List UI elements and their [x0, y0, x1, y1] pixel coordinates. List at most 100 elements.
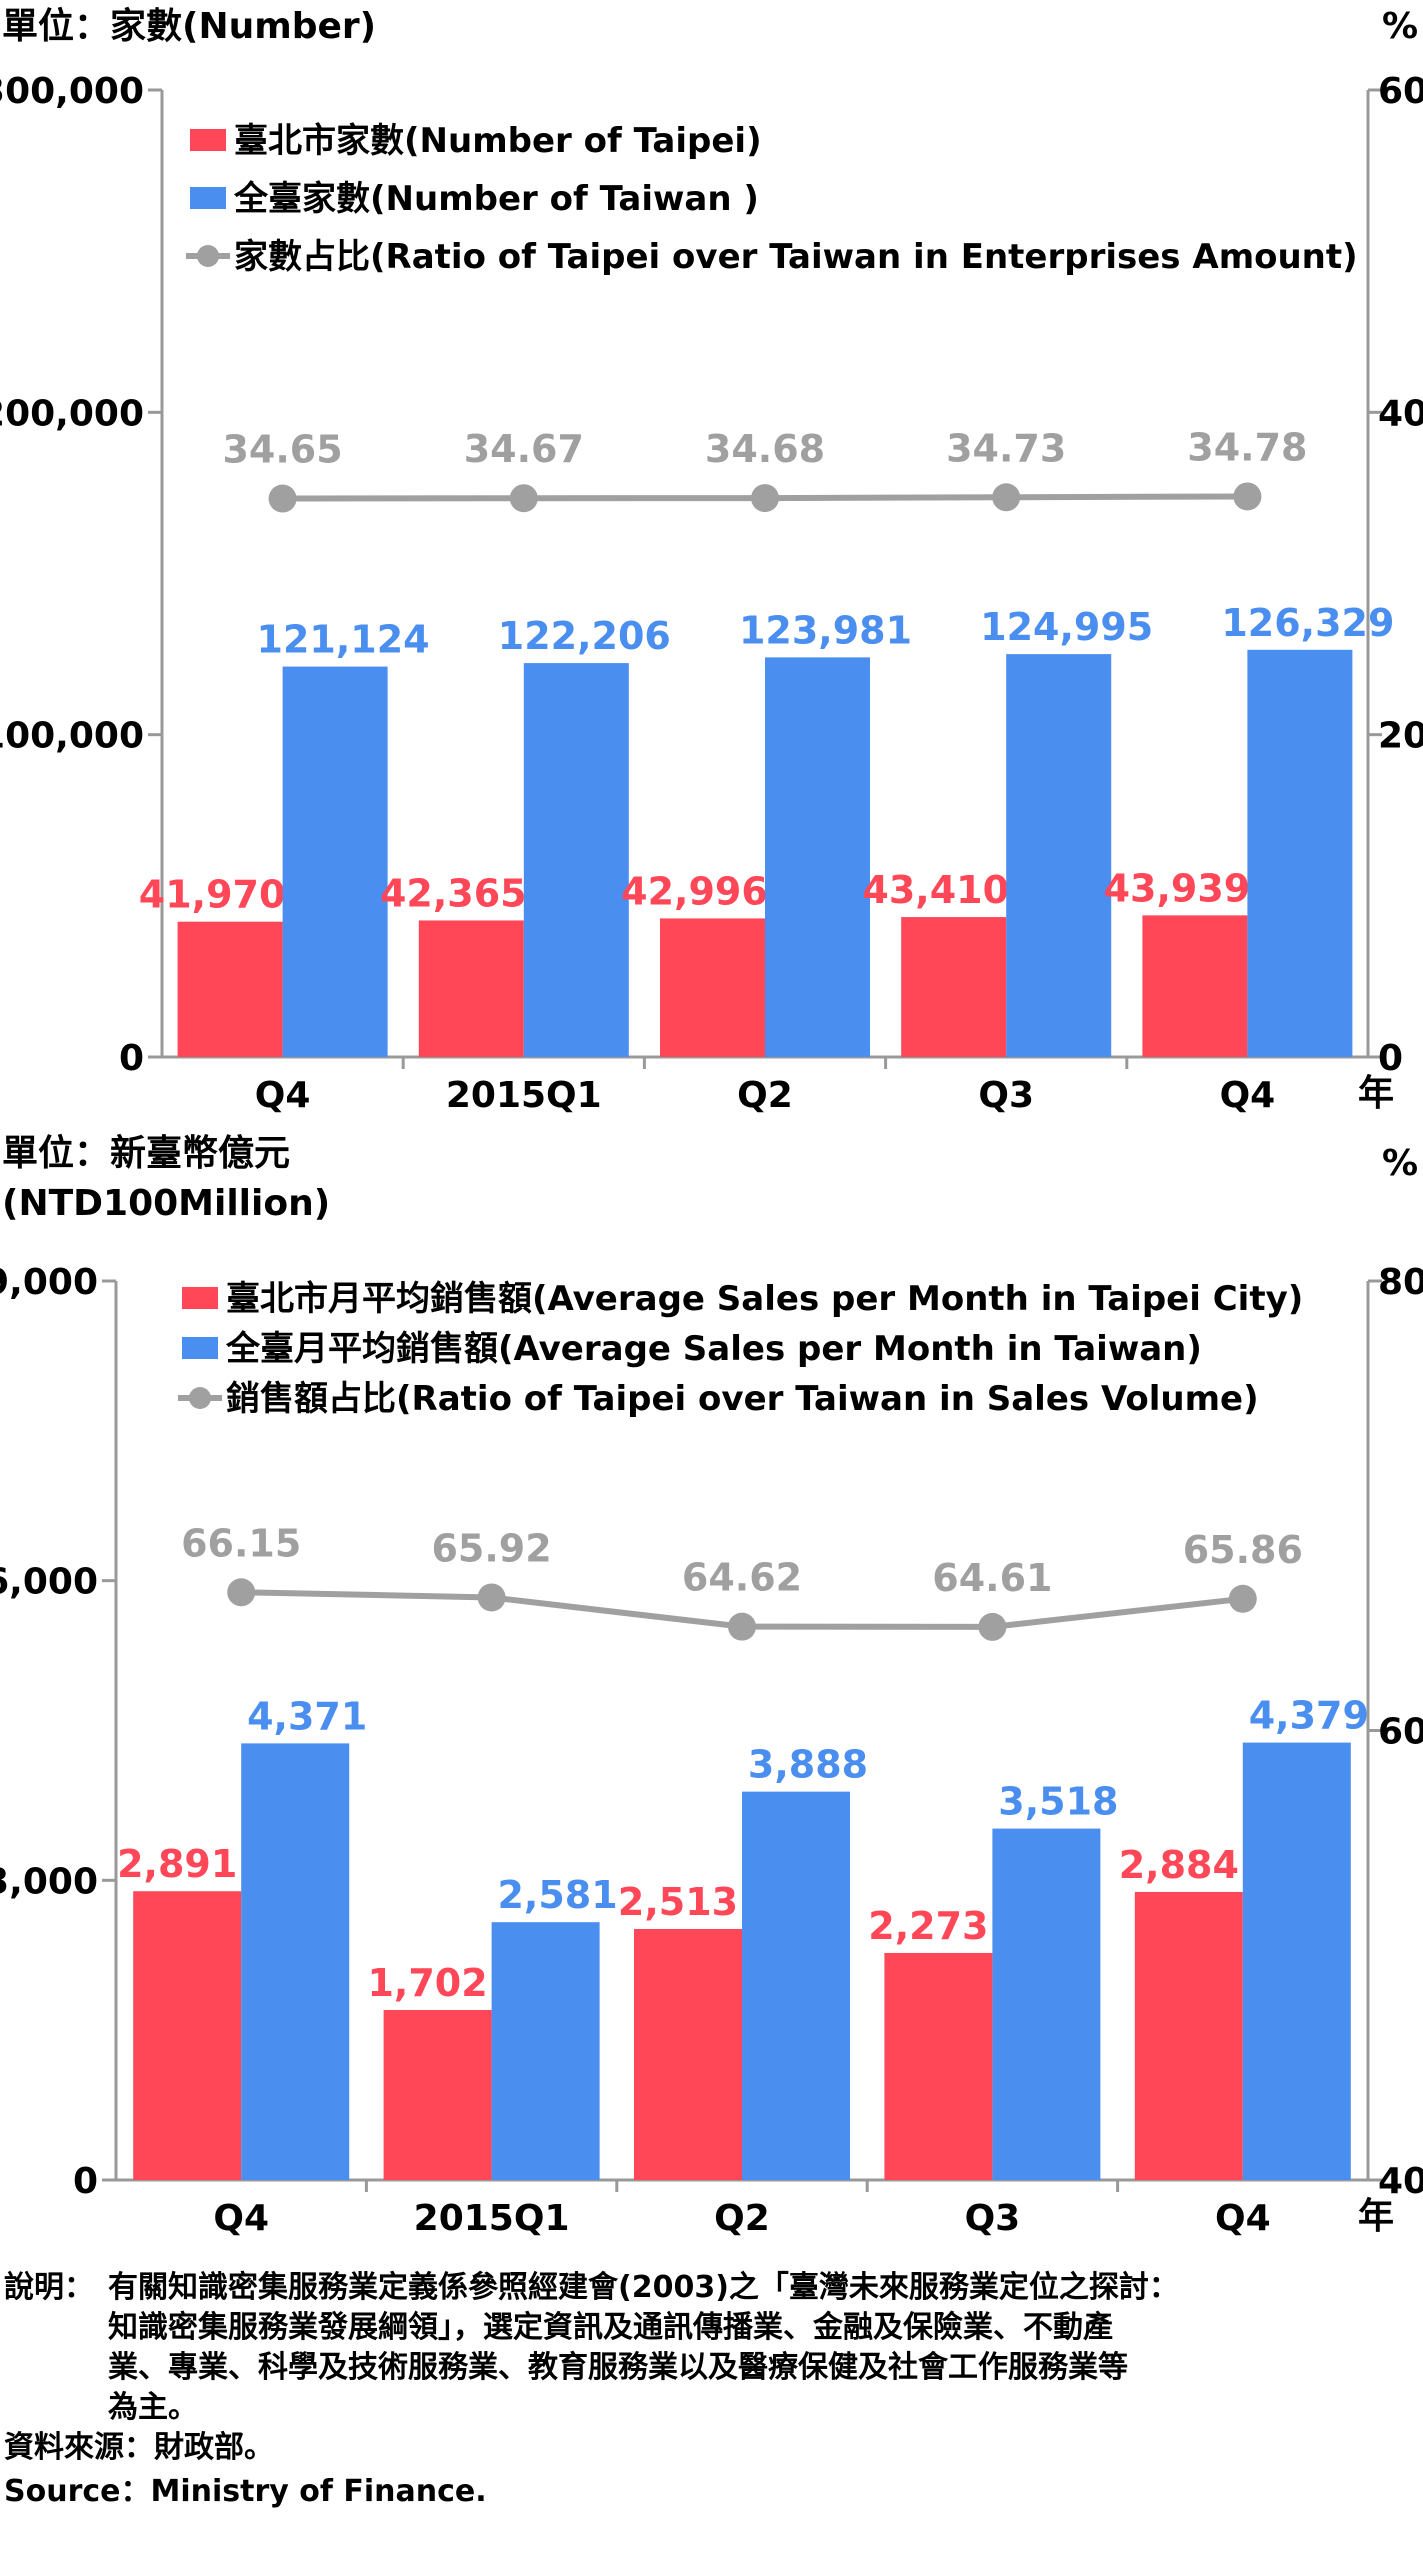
x-category-label: Q4: [1215, 2198, 1271, 2239]
ratio-point: [992, 483, 1021, 512]
left-axis-unit: 單位：新臺幣億元: [2, 1133, 290, 1174]
ratio-label: 64.61: [932, 1556, 1052, 1600]
notes-line-4: 為主。: [108, 2390, 198, 2425]
ratio-point: [1228, 1584, 1257, 1613]
legend-swatch-taipei: [190, 129, 226, 151]
x-axis-unit: 年: [1358, 1073, 1394, 1114]
left-tick-label: 0: [73, 2161, 98, 2202]
source-en: Source：Ministry of Finance.: [4, 2474, 487, 2509]
data-label-taipei: 42,365: [380, 871, 527, 915]
data-label-taipei: 2,513: [618, 1880, 738, 1924]
data-label-taipei: 43,410: [862, 868, 1009, 912]
x-category-label: Q4: [255, 1075, 311, 1116]
data-label-taipei: 2,891: [117, 1842, 237, 1886]
right-axis-unit: %: [1382, 1143, 1418, 1184]
right-tick-label: 0: [1378, 1038, 1403, 1079]
left-tick-label: 6,000: [0, 1562, 98, 1603]
ratio-label: 34.73: [946, 426, 1066, 470]
legend-swatch-taiwan: [190, 187, 226, 209]
notes-heading: 說明：: [4, 2270, 94, 2305]
source-zh: 資料來源：財政部。: [4, 2430, 274, 2465]
data-label-taiwan: 3,888: [748, 1743, 868, 1787]
legend-entry: 全臺家數(Number of Taiwan ): [233, 179, 759, 219]
ratio-label: 34.67: [464, 427, 584, 471]
legend-swatch-ratio-dot: [189, 1387, 211, 1409]
right-tick-label: 20: [1378, 716, 1423, 757]
x-axis-unit: 年: [1358, 2196, 1394, 2237]
data-label-taiwan: 122,206: [498, 614, 671, 658]
chart-enterprises: 單位：家數(Number)% 0 100,000 200,000 300,000 0 20 4…: [0, 6, 1423, 1116]
ratio-label: 65.92: [431, 1526, 551, 1570]
x-category-label: 2015Q1: [414, 2198, 570, 2239]
x-category-label: Q2: [737, 1075, 793, 1116]
bar-taiwan: [523, 663, 629, 1057]
x-category-label: Q3: [978, 1075, 1034, 1116]
bar-taiwan: [282, 666, 388, 1057]
right-tick-label: 40: [1378, 2161, 1423, 2202]
data-label-taiwan: 126,329: [1221, 601, 1394, 645]
bar-taipei: [1134, 1891, 1243, 2180]
right-axis-unit: %: [1382, 6, 1418, 47]
left-tick-label: 100,000: [0, 716, 144, 757]
ratio-point: [751, 484, 779, 513]
data-label-taiwan: 124,995: [980, 605, 1153, 649]
ratio-point: [268, 484, 297, 513]
right-tick-label: 60: [1378, 1712, 1423, 1753]
data-label-taiwan: 2,581: [497, 1873, 617, 1917]
ratio-point: [477, 1583, 506, 1612]
left-axis-unit: 單位：家數(Number): [2, 6, 376, 47]
chart-sales: 單位：新臺幣億元 (NTD100Million)% 0 3,000 6,000 9,000…: [0, 1133, 1423, 2239]
left-tick-label: 200,000: [0, 393, 144, 434]
right-tick-label: 80: [1378, 1262, 1423, 1303]
bar-taipei: [1142, 915, 1248, 1057]
data-label-taipei: 1,702: [367, 1961, 487, 2005]
data-label-taipei: 43,939: [1104, 866, 1251, 910]
ratio-label: 64.62: [682, 1556, 802, 1600]
data-label-taiwan: 121,124: [257, 618, 430, 662]
data-label-taiwan: 3,518: [998, 1780, 1118, 1824]
ratio-point: [509, 484, 538, 513]
ratio-label: 66.15: [181, 1521, 301, 1565]
bar-taiwan: [992, 1828, 1101, 2180]
ratio-label: 65.86: [1183, 1528, 1303, 1572]
bar-taiwan: [742, 1791, 850, 2180]
data-label-taipei: 42,996: [621, 869, 768, 913]
x-category-label: Q2: [714, 2198, 770, 2239]
ratio-label: 34.65: [222, 428, 342, 472]
ratio-point: [1233, 482, 1262, 511]
ratio-point: [978, 1612, 1007, 1641]
bar-taiwan: [241, 1743, 350, 2180]
legend-entry: 家數占比(Ratio of Taipei over Taiwan in Ente…: [234, 237, 1358, 277]
legend-entry: 臺北市家數(Number of Taipei): [234, 121, 762, 161]
x-category-label: 2015Q1: [446, 1075, 602, 1116]
ratio-label: 34.68: [705, 427, 825, 471]
ratio-point: [728, 1612, 756, 1641]
data-label-taipei: 2,273: [868, 1904, 988, 1948]
bar-taiwan: [765, 657, 870, 1057]
x-category-label: Q3: [965, 2198, 1021, 2239]
x-category-label: Q4: [213, 2198, 269, 2239]
ratio-label: 34.78: [1187, 425, 1307, 469]
legend-entry: 銷售額占比(Ratio of Taipei over Taiwan in Sal…: [226, 1379, 1259, 1419]
legend-swatch-taipei: [182, 1287, 218, 1309]
left-tick-label: 300,000: [0, 71, 144, 112]
bar-taipei: [133, 1891, 242, 2180]
bar-taipei: [383, 2009, 492, 2180]
data-label-taiwan: 123,981: [739, 608, 912, 652]
legend-swatch-ratio-dot: [197, 245, 219, 267]
left-axis-unit-en: (NTD100Million): [2, 1183, 330, 1224]
data-label-taipei: 41,970: [139, 873, 286, 917]
data-label-taiwan: 4,371: [247, 1694, 367, 1738]
notes-line-3: 業、專業、科學及技術服務業、教育服務業以及醫療保健及社會工作服務業等: [108, 2350, 1128, 2385]
x-category-label: Q4: [1220, 1075, 1276, 1116]
legend-entry: 臺北市月平均銷售額(Average Sales per Month in Tai…: [226, 1279, 1303, 1319]
ratio-point: [227, 1578, 256, 1607]
left-tick-label: 3,000: [0, 1861, 98, 1902]
data-label-taiwan: 4,379: [1249, 1694, 1369, 1738]
bar-taipei: [901, 917, 1007, 1057]
data-label-taipei: 2,884: [1119, 1843, 1239, 1887]
notes-line-1: 有關知識密集服務業定義係參照經建會(2003)之「臺灣未來服務業定位之探討：: [108, 2270, 1179, 2305]
bar-taipei: [418, 920, 524, 1057]
left-tick-label: 0: [119, 1038, 144, 1079]
legend-entry: 全臺月平均銷售額(Average Sales per Month in Taiw…: [225, 1329, 1202, 1369]
